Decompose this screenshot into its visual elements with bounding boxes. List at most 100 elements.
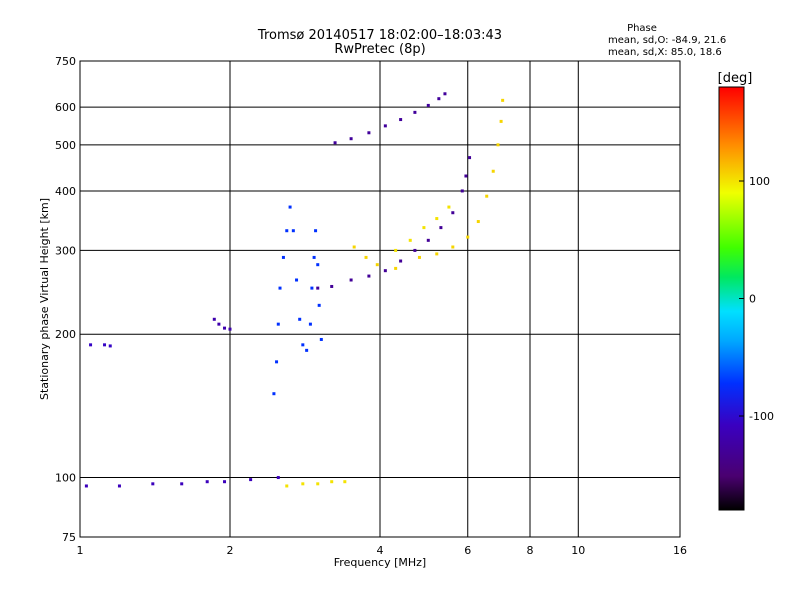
data-point <box>417 255 421 259</box>
colorbar-tick-label: 100 <box>749 175 770 188</box>
colorbar-ticks: 100 0 -100 <box>739 175 774 423</box>
data-point <box>212 317 216 321</box>
x-tick-label: 6 <box>464 544 471 557</box>
data-point <box>468 156 472 160</box>
y-tick-label: 100 <box>55 472 76 485</box>
data-point <box>447 205 451 209</box>
data-point <box>103 343 107 347</box>
data-points <box>84 92 505 488</box>
data-point <box>312 255 316 259</box>
x-tick-label: 2 <box>227 544 234 557</box>
data-point <box>301 343 305 347</box>
data-point <box>413 248 417 252</box>
data-point <box>276 322 280 326</box>
data-point <box>499 119 503 123</box>
colorbar-label: [deg] <box>718 71 753 86</box>
data-point <box>466 235 470 239</box>
data-point <box>426 238 430 242</box>
data-point <box>394 266 398 270</box>
data-point <box>180 482 184 486</box>
data-point <box>485 194 489 198</box>
data-point <box>496 143 500 147</box>
x-axis-label: Frequency [MHz] <box>334 556 426 569</box>
data-point <box>205 480 209 484</box>
data-point <box>451 245 455 249</box>
data-point <box>301 482 305 486</box>
data-point <box>295 278 299 282</box>
data-point <box>317 303 321 307</box>
data-point <box>151 482 155 486</box>
data-point <box>228 327 232 331</box>
chart-subtitle: RwPretec (8p) <box>334 42 425 57</box>
x-tick-label: 8 <box>527 544 534 557</box>
data-point <box>316 263 320 267</box>
y-tick-label: 200 <box>55 328 76 341</box>
data-point <box>89 343 93 347</box>
data-point <box>117 484 121 488</box>
grid-lines <box>80 61 680 537</box>
data-point <box>349 278 353 282</box>
data-point <box>330 480 334 484</box>
data-point <box>399 118 403 122</box>
y-axis-label: Stationary phase Virtual Height [km] <box>38 198 51 400</box>
chart-title: Tromsø 20140517 18:02:00–18:03:43 <box>257 28 502 43</box>
data-point <box>217 322 221 326</box>
data-point <box>439 226 443 230</box>
data-point <box>364 255 368 259</box>
data-point <box>249 478 253 482</box>
data-point <box>276 476 280 480</box>
data-point <box>319 337 323 341</box>
data-point <box>451 211 455 215</box>
data-point <box>349 137 353 141</box>
data-point <box>291 229 295 233</box>
data-point <box>278 286 282 290</box>
data-point <box>476 220 480 224</box>
data-point <box>383 124 387 128</box>
data-point <box>426 103 430 107</box>
data-point <box>443 92 447 96</box>
y-tick-label: 75 <box>62 531 76 544</box>
data-point <box>435 252 439 256</box>
data-point <box>422 226 426 230</box>
data-point <box>285 229 289 233</box>
data-point <box>84 484 88 488</box>
data-point <box>333 141 337 145</box>
phase-stats-x: mean, sd,X: 85.0, 18.6 <box>608 47 722 58</box>
x-tick-label: 10 <box>571 544 585 557</box>
data-point <box>275 360 279 364</box>
y-tick-label: 300 <box>55 244 76 257</box>
data-point <box>316 482 320 486</box>
data-point <box>298 317 302 321</box>
data-point <box>367 274 371 278</box>
data-point <box>316 286 320 290</box>
data-point <box>288 205 292 209</box>
data-point <box>437 97 441 101</box>
data-point <box>352 245 356 249</box>
data-point <box>408 238 412 242</box>
data-point <box>281 255 285 259</box>
data-point <box>460 189 464 193</box>
y-tick-label: 600 <box>55 101 76 114</box>
data-point <box>314 229 318 233</box>
data-point <box>367 131 371 135</box>
x-tick-label: 1 <box>77 544 84 557</box>
data-point <box>330 284 334 288</box>
data-point <box>413 110 417 114</box>
data-point <box>108 344 112 348</box>
data-point <box>435 217 439 221</box>
y-tick-label: 400 <box>55 185 76 198</box>
data-point <box>501 98 505 102</box>
colorbar-tick-label: 0 <box>749 293 756 306</box>
y-tick-label: 750 <box>55 55 76 68</box>
x-tick-label: 16 <box>673 544 687 557</box>
data-point <box>310 286 314 290</box>
data-point <box>285 484 289 488</box>
data-point <box>383 269 387 273</box>
data-point <box>223 326 227 330</box>
phase-heading: Phase <box>627 23 657 34</box>
phase-stats-o: mean, sd,O: -84.9, 21.6 <box>608 35 726 46</box>
data-point <box>305 348 309 352</box>
y-tick-label: 500 <box>55 139 76 152</box>
data-point <box>223 480 227 484</box>
